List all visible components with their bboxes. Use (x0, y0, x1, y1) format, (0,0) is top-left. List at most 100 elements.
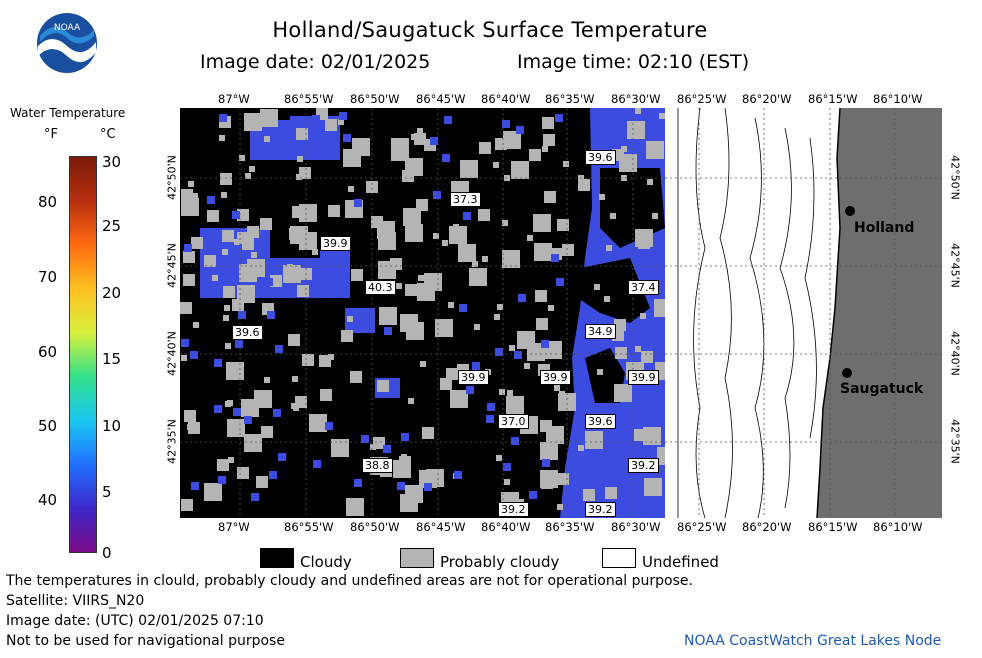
water-cell (495, 348, 503, 356)
probably-cloudy-cell (578, 179, 590, 191)
logo-text: NOAA (54, 23, 81, 33)
water-cell (207, 196, 215, 204)
latitude-label: 42°35'N (948, 419, 962, 464)
noaa-logo: NOAA (36, 12, 98, 74)
probably-cloudy-cell (288, 334, 300, 346)
longitude-label: 86°20'W (742, 92, 792, 106)
celsius-tick: 0 (102, 544, 112, 562)
probably-cloudy-cell (184, 410, 196, 422)
longitude-label: 86°45'W (416, 520, 466, 534)
probably-cloudy-cell (621, 146, 627, 152)
probably-cloudy-cell (219, 135, 225, 141)
water-cell (313, 460, 321, 468)
water-cell (555, 114, 563, 122)
temperature-label: 39.6 (585, 414, 616, 429)
temperature-label: 37.4 (628, 280, 659, 295)
probably-cloudy-cell (346, 498, 364, 516)
probably-cloudy-cell (181, 499, 193, 511)
probably-cloudy-cell (291, 403, 297, 409)
probably-cloudy-cell (557, 219, 569, 231)
probably-cloudy-cell (379, 307, 397, 325)
fahrenheit-tick: 50 (38, 417, 58, 435)
probably-cloudy-cell (227, 400, 233, 406)
probably-cloudy-cell (366, 181, 378, 193)
probably-cloudy-cell (610, 213, 616, 219)
water-cell (251, 493, 259, 501)
probably-cloudy-cell (557, 504, 563, 510)
probably-cloudy-cell (260, 109, 278, 127)
probably-cloudy-cell (458, 244, 476, 262)
water-cell (384, 327, 392, 335)
probably-cloudy-cell (217, 459, 229, 471)
probably-cloudy-cell (554, 385, 560, 391)
probably-cloudy-cell (557, 473, 569, 485)
water-cell (397, 482, 405, 490)
probably-cloudy-cell (348, 186, 354, 192)
water-cell (218, 476, 226, 484)
probably-cloudy-cell (296, 128, 308, 140)
water-cell (233, 408, 241, 416)
water-cell (318, 141, 326, 149)
probably-cloudy-cell (426, 469, 444, 487)
probably-cloudy-cell (402, 170, 414, 182)
probably-cloudy-cell (295, 396, 307, 408)
longitude-label: 86°35'W (545, 92, 595, 106)
probably-cloudy-cell (405, 224, 423, 242)
probably-cloudy-cell (583, 489, 595, 501)
probably-cloudy-cell (223, 286, 235, 298)
probably-cloudy-cell (292, 376, 298, 382)
city-holland: Holland (854, 220, 915, 236)
fahrenheit-tick: 40 (38, 491, 58, 509)
longitude-label: 86°10'W (873, 520, 923, 534)
water-cell (516, 126, 524, 134)
water-cell (354, 199, 362, 207)
probably-cloudy-cell (563, 161, 569, 167)
probably-cloudy-cell (183, 251, 195, 263)
probably-cloudy-cell (297, 156, 303, 162)
probably-cloudy-cell (616, 320, 622, 326)
probably-cloudy-cell (635, 108, 641, 114)
longitude-label: 86°40'W (481, 520, 531, 534)
water-cell (454, 471, 462, 479)
water-cell (232, 211, 240, 219)
longitude-label: 86°25'W (677, 520, 727, 534)
probably-cloudy-cell (643, 427, 661, 445)
probably-cloudy-cell (494, 314, 500, 320)
probably-cloudy-cell (319, 355, 331, 367)
probably-cloudy-cell (180, 302, 192, 314)
temperature-label: 39.9 (320, 236, 351, 251)
probably-cloudy-cell (479, 142, 491, 154)
probably-cloudy-cell (411, 134, 417, 140)
water-cell (459, 304, 467, 312)
probably-cloudy-cell (460, 160, 478, 178)
probably-cloudy-cell (548, 305, 554, 311)
map: Holland Saugatuck 39.6 37.3 39.9 40.3 39.6 37… (180, 108, 942, 518)
probably-cloudy-cell (594, 284, 600, 290)
probably-cloudy-cell (192, 193, 198, 199)
probably-cloudy-cell (350, 371, 362, 383)
probably-cloudy-cell (448, 302, 454, 308)
probably-cloudy-cell (341, 330, 353, 342)
longitude-label: 87°W (218, 520, 250, 534)
celsius-tick: 5 (102, 483, 112, 501)
probably-cloudy-cell (331, 439, 349, 457)
image-time: Image time: 02:10 (EST) (517, 51, 750, 73)
probably-cloudy-cell (504, 479, 510, 485)
probably-cloudy-cell (241, 399, 259, 417)
probably-cloudy-cell (223, 315, 229, 321)
probably-cloudy-cell (534, 243, 552, 261)
probably-cloudy-cell (506, 396, 524, 414)
probably-cloudy-cell (373, 437, 385, 449)
probably-cloudy-cell (542, 117, 554, 129)
probably-cloudy-cell (391, 138, 409, 156)
probably-cloudy-cell (627, 121, 645, 139)
disclaimer: The temperatures in clould, probably clo… (6, 573, 693, 589)
probably-cloudy-cell (647, 179, 653, 185)
probably-cloudy-cell (405, 485, 423, 503)
celsius-tick: 10 (102, 417, 122, 435)
probably-cloudy-cell (247, 226, 259, 238)
legend-swatch-cloudy (260, 548, 294, 568)
celsius-tick: 15 (102, 350, 122, 368)
probably-cloudy-cell (251, 252, 257, 258)
legend-swatch-undefined (602, 548, 636, 568)
